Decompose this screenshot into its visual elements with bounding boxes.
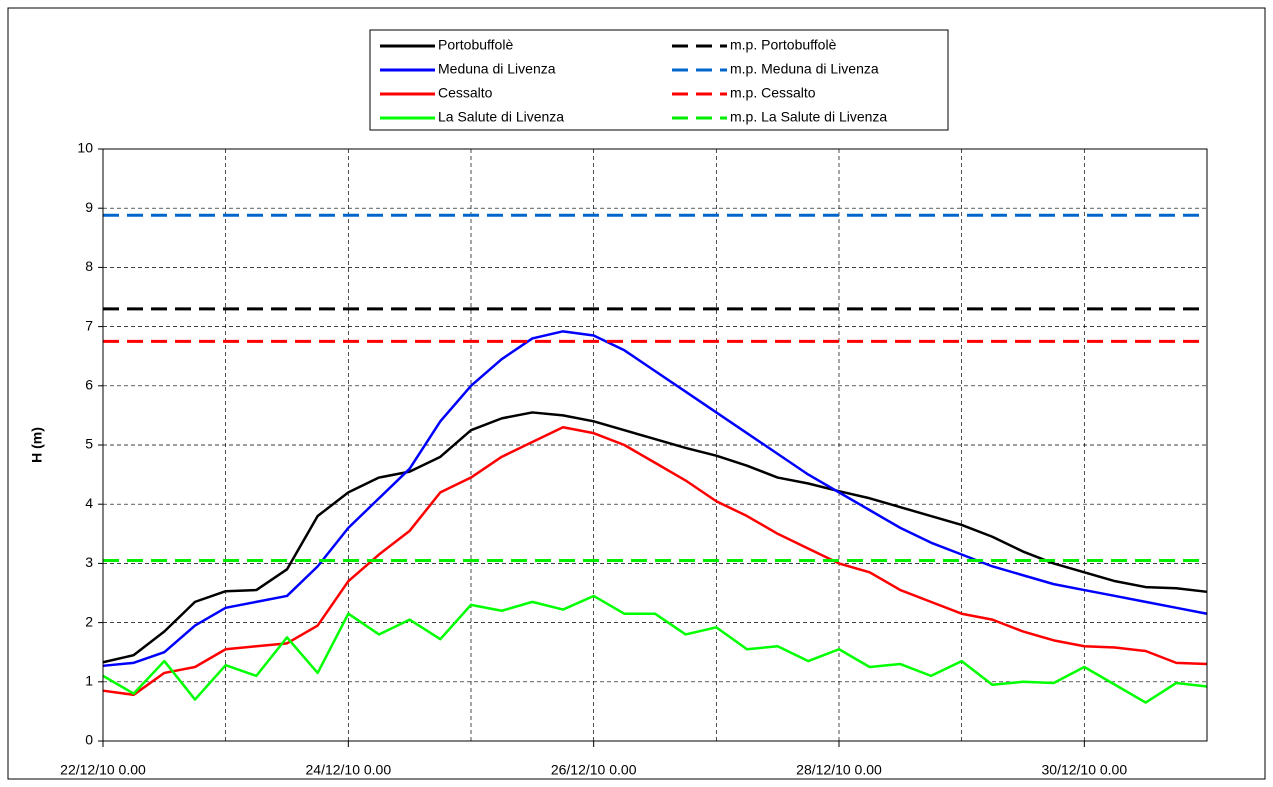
legend-box [369,29,949,131]
x-tick-label: 24/12/10 0.00 [306,762,392,778]
y-tick-label: 7 [85,317,93,333]
x-tick-label: 28/12/10 0.00 [796,762,882,778]
x-tick-label: 26/12/10 0.00 [551,762,637,778]
legend-label: Cessalto [438,85,493,101]
legend-label: m.p. Portobuffolè [730,37,837,53]
y-tick-label: 10 [77,140,93,156]
legend-label: m.p. Cessalto [730,85,816,101]
y-tick-label: 9 [85,199,93,215]
y-tick-label: 5 [85,436,93,452]
legend-label: m.p. La Salute di Livenza [730,109,887,125]
x-tick-label: 30/12/10 0.00 [1042,762,1128,778]
y-axis-label: H (m) [29,427,45,463]
y-tick-label: 4 [85,495,93,511]
legend-label: La Salute di Livenza [438,109,564,125]
legend-label: Portobuffolè [438,37,513,53]
y-tick-label: 8 [85,258,93,274]
line [102,330,1208,668]
legend-label: Meduna di Livenza [438,61,556,77]
y-tick-label: 3 [85,554,93,570]
y-tick-label: 0 [85,732,93,748]
plot-border [102,148,1208,742]
line [102,411,1208,664]
y-tick-label: 6 [85,377,93,393]
y-tick-label: 1 [85,673,93,689]
line [102,425,1208,697]
line [102,594,1208,704]
legend-label: m.p. Meduna di Livenza [730,61,879,77]
y-tick-label: 2 [85,613,93,629]
x-tick-label: 22/12/10 0.00 [60,762,146,778]
